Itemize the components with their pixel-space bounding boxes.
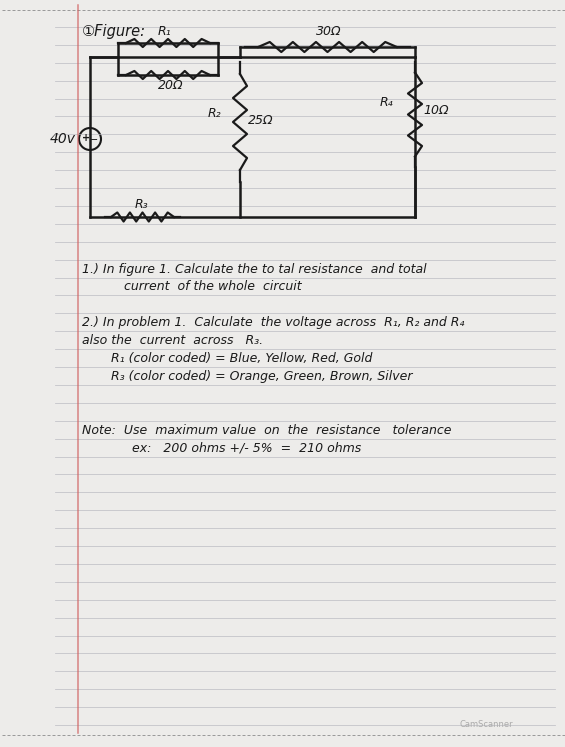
Text: R₂: R₂ (208, 107, 221, 120)
Text: +: + (82, 133, 90, 143)
Text: 30Ω: 30Ω (315, 25, 341, 38)
Text: R₁: R₁ (158, 25, 172, 38)
Text: CamScanner: CamScanner (460, 720, 514, 729)
Text: R₁ (color coded) = Blue, Yellow, Red, Gold: R₁ (color coded) = Blue, Yellow, Red, Go… (95, 352, 372, 365)
Text: 10Ω: 10Ω (423, 105, 449, 117)
Text: R₃ (color coded) = Orange, Green, Brown, Silver: R₃ (color coded) = Orange, Green, Brown,… (95, 370, 412, 383)
Text: 40v: 40v (50, 132, 76, 146)
Text: 1.) In figure 1. Calculate the to tal resistance  and total: 1.) In figure 1. Calculate the to tal re… (82, 262, 427, 276)
Text: Note:  Use  maximum value  on  the  resistance   tolerance: Note: Use maximum value on the resistanc… (82, 424, 451, 437)
Text: ①Figure:: ①Figure: (82, 24, 146, 39)
Text: 25Ω: 25Ω (248, 114, 273, 127)
Text: 20Ω: 20Ω (158, 79, 184, 92)
Text: current  of the whole  circuit: current of the whole circuit (100, 280, 302, 294)
Text: R₄: R₄ (380, 96, 394, 110)
Text: R₃: R₃ (134, 198, 148, 211)
Text: −: − (89, 135, 99, 145)
Text: also the  current  across   R₃.: also the current across R₃. (82, 334, 263, 347)
Text: 2.) In problem 1.  Calculate  the voltage across  R₁, R₂ and R₄: 2.) In problem 1. Calculate the voltage … (82, 316, 464, 329)
Text: ex:   200 ohms +/- 5%  =  210 ohms: ex: 200 ohms +/- 5% = 210 ohms (100, 441, 361, 454)
